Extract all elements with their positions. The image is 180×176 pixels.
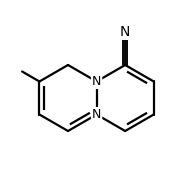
Text: N: N (92, 108, 101, 121)
Text: N: N (120, 25, 130, 39)
Text: N: N (92, 75, 101, 88)
